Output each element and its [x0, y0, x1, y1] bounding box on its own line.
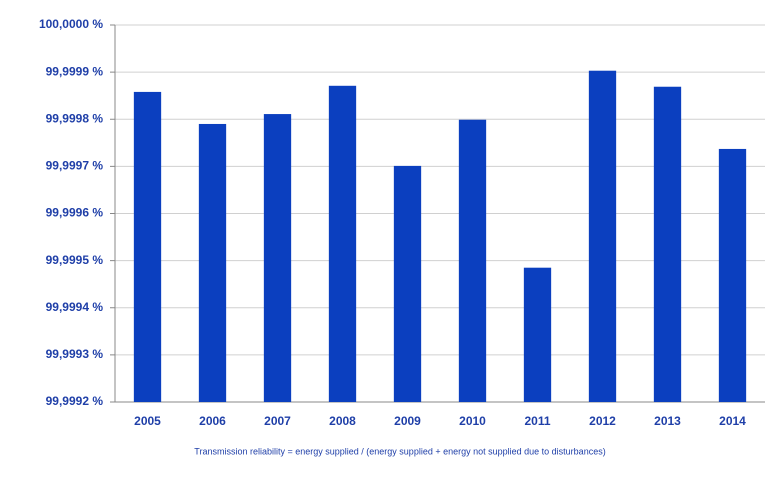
y-tick-label: 99,9995 % — [46, 253, 104, 267]
y-tick-label: 99,9997 % — [46, 159, 104, 173]
y-tick-label: 99,9993 % — [46, 347, 104, 361]
y-tick-label: 99,9996 % — [46, 206, 104, 220]
x-tick-label: 2005 — [134, 414, 161, 428]
bar — [458, 119, 487, 402]
y-tick-label: 99,9994 % — [46, 300, 104, 314]
x-tick-label: 2008 — [329, 414, 356, 428]
x-tick-label: 2009 — [394, 414, 421, 428]
x-tick-label: 2013 — [654, 414, 681, 428]
bar — [523, 267, 552, 402]
x-tick-label: 2010 — [459, 414, 486, 428]
x-tick-label: 2006 — [199, 414, 226, 428]
x-tick-label: 2007 — [264, 414, 291, 428]
bar — [198, 123, 227, 403]
y-tick-label: 100,0000 % — [39, 17, 103, 31]
x-tick-label: 2011 — [524, 414, 550, 428]
bar — [263, 114, 292, 402]
bar — [133, 91, 162, 402]
bar — [328, 85, 357, 402]
bar — [653, 86, 682, 402]
footnote: Transmission reliability = energy suppli… — [194, 446, 605, 456]
y-tick-label: 99,9998 % — [46, 111, 104, 125]
x-tick-label: 2014 — [719, 414, 746, 428]
y-tick-label: 99,9999 % — [46, 64, 104, 78]
bar — [718, 148, 747, 402]
bar — [393, 165, 422, 402]
y-tick-label: 99,9992 % — [46, 394, 104, 408]
x-tick-label: 2012 — [589, 414, 616, 428]
bar — [588, 70, 617, 403]
